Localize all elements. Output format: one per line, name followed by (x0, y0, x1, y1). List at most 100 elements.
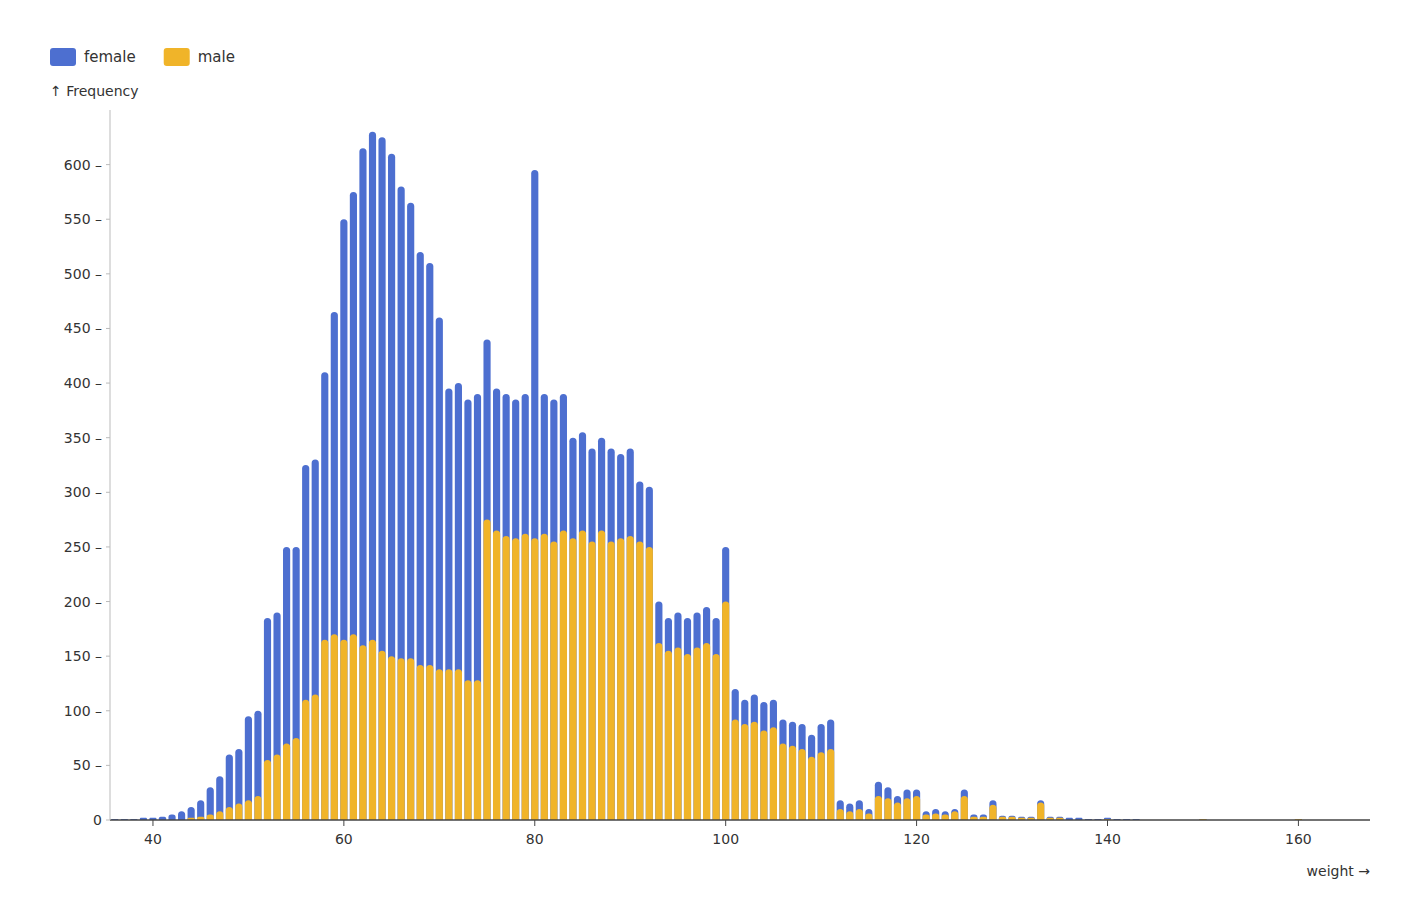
bar (302, 465, 309, 820)
bar (989, 800, 996, 820)
bar (388, 656, 395, 820)
bar (674, 647, 681, 820)
bar (665, 618, 672, 820)
y-axis-label: ↑ Frequency (50, 83, 139, 99)
bar (235, 749, 242, 820)
bar (245, 800, 252, 820)
bar (226, 754, 233, 820)
x-tick-label: 100 (712, 831, 739, 847)
bar (808, 735, 815, 820)
bar (779, 720, 786, 820)
bar (350, 192, 357, 820)
bar (359, 645, 366, 820)
bar (646, 487, 653, 820)
bar (503, 536, 510, 820)
bar (932, 809, 939, 820)
bar (770, 727, 777, 820)
bar (923, 811, 930, 820)
y-axis-line (110, 110, 111, 820)
bar (321, 372, 328, 820)
y-tick (106, 710, 110, 711)
x-tick-label: 120 (903, 831, 930, 847)
bar (865, 809, 872, 820)
bar (1037, 800, 1044, 820)
bar (398, 186, 405, 820)
bar (216, 811, 223, 820)
bar (713, 654, 720, 820)
bar (684, 654, 691, 820)
bar (751, 694, 758, 820)
bar (751, 722, 758, 820)
bar (588, 449, 595, 820)
bar (522, 534, 529, 820)
bar (693, 612, 700, 820)
bar (503, 394, 510, 820)
bar (283, 744, 290, 820)
bar (846, 811, 853, 820)
bar (245, 716, 252, 820)
page: {"chart_data": { "type": "bar", "xlabel"… (0, 0, 1416, 900)
bar (989, 805, 996, 820)
bar (617, 454, 624, 820)
bar (226, 807, 233, 820)
bar (942, 815, 949, 820)
bar (445, 669, 452, 820)
bar (569, 538, 576, 820)
legend-swatch (164, 48, 190, 66)
bar (608, 449, 615, 820)
x-axis-label: weight → (1307, 863, 1371, 879)
bar (197, 800, 204, 820)
bar (837, 809, 844, 820)
bar (627, 449, 634, 820)
legend-label: female (84, 48, 136, 66)
bar (980, 815, 987, 820)
bar (455, 383, 462, 820)
bar (388, 154, 395, 820)
bar (550, 541, 557, 820)
y-tick-label: 600 – (64, 157, 102, 173)
y-tick-label: 0 (93, 812, 102, 828)
y-tick-label: 400 – (64, 375, 102, 391)
bar (646, 547, 653, 820)
y-tick-label: 450 – (64, 320, 102, 336)
bar (264, 760, 271, 820)
y-tick-label: 550 – (64, 211, 102, 227)
bar (398, 658, 405, 820)
bar (913, 789, 920, 820)
chart: 406080100120140160050 –100 –150 –200 –25… (0, 0, 1416, 900)
bar (407, 203, 414, 820)
x-tick-label: 160 (1285, 831, 1312, 847)
y-tick-label: 150 – (64, 648, 102, 664)
bar (961, 789, 968, 820)
y-tick (106, 437, 110, 438)
y-tick (106, 546, 110, 547)
bar (798, 724, 805, 820)
bar (273, 754, 280, 820)
bar (903, 789, 910, 820)
bar (293, 738, 300, 820)
legend-swatch (50, 48, 76, 66)
y-tick (106, 383, 110, 384)
bar (856, 800, 863, 820)
bar (483, 520, 490, 820)
bar (770, 700, 777, 820)
bar (312, 694, 319, 820)
bar (837, 800, 844, 820)
bar (608, 541, 615, 820)
bar (426, 665, 433, 820)
bar (350, 634, 357, 820)
bar (961, 796, 968, 820)
bar (531, 170, 538, 820)
bars (111, 132, 1302, 820)
bar (722, 547, 729, 820)
bar (1037, 803, 1044, 820)
bar (522, 394, 529, 820)
bar (951, 809, 958, 820)
bar (579, 432, 586, 820)
bar (846, 804, 853, 820)
y-tick (106, 273, 110, 274)
bar (703, 643, 710, 820)
x-tick (152, 820, 153, 826)
x-tick (534, 820, 535, 826)
bar (598, 531, 605, 820)
